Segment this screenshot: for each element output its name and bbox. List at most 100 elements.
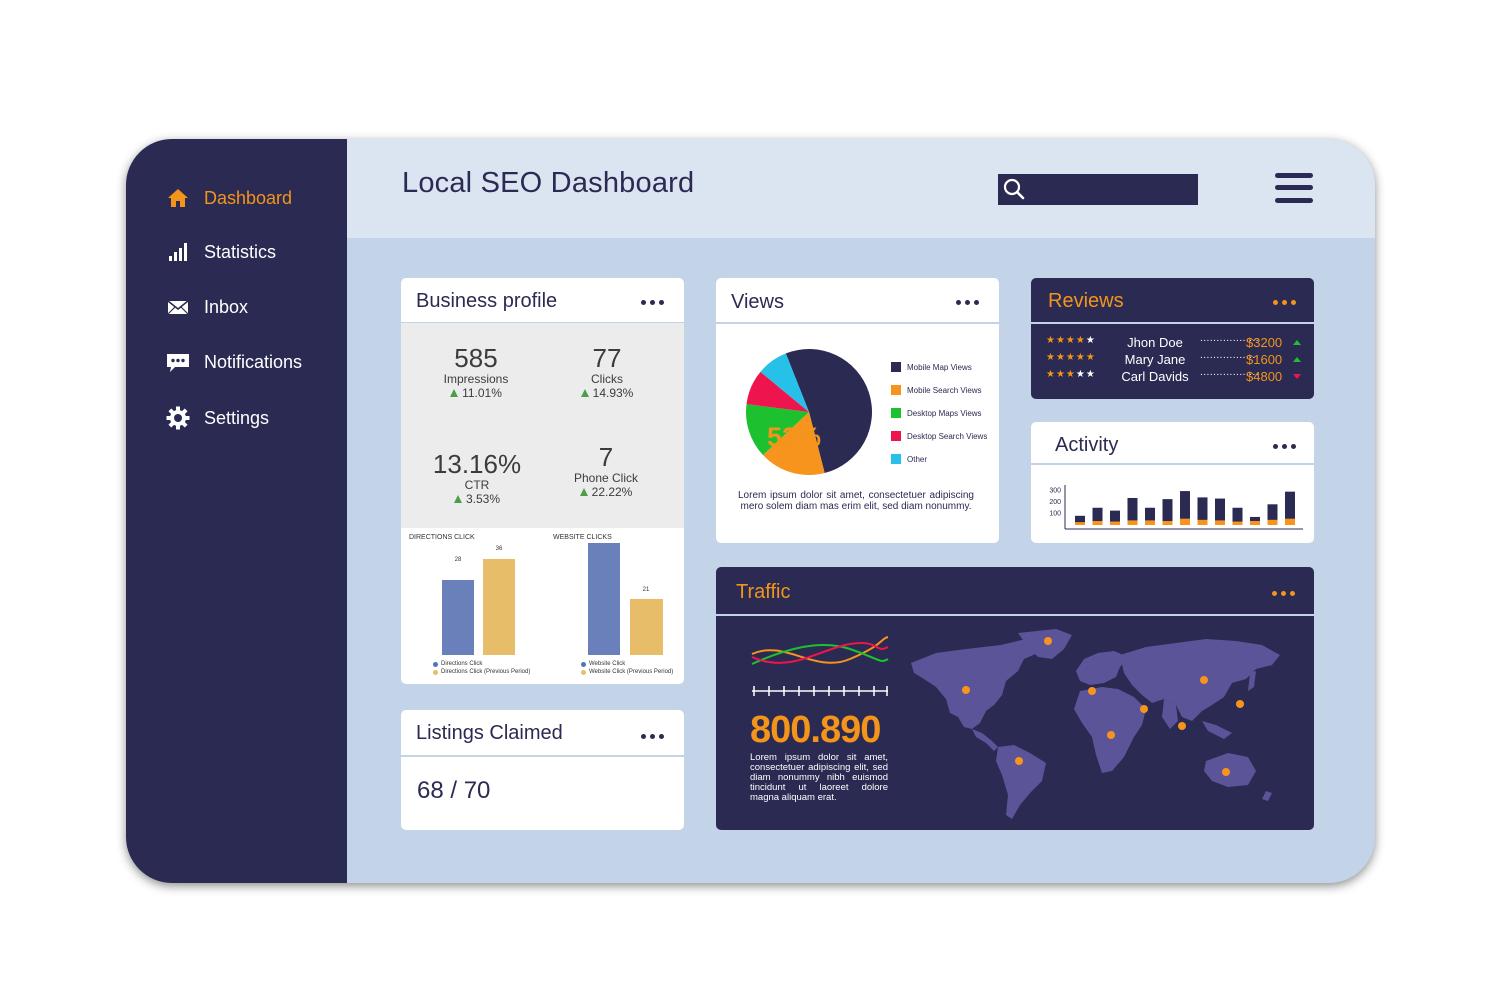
legend-item: Website Click (Previous Period)	[581, 669, 673, 675]
stat-ctr: 13.16% CTR 3.53%	[412, 450, 542, 506]
listings-value: 68 / 70	[417, 777, 491, 804]
sidebar: Dashboard Statistics Inbox Notifications	[126, 139, 347, 883]
reviews-card: Reviews ★★★★★ Jhon Doe .................…	[1031, 278, 1314, 399]
activity-bar-secondary	[1092, 520, 1103, 525]
bar-label: 28	[454, 557, 462, 563]
sidebar-item-label: Notifications	[204, 351, 303, 372]
stat-change-value: 3.53%	[465, 492, 501, 506]
activity-bar	[1110, 510, 1120, 525]
signal-bars-icon	[166, 240, 190, 264]
more-options-icon[interactable]	[1273, 300, 1296, 305]
card-header: Listings Claimed	[401, 710, 684, 757]
traffic-line-chart	[751, 636, 889, 696]
stat-phone-click: 7 Phone Click 22.22%	[541, 443, 671, 499]
legend-item: Desktop Maps Views	[891, 408, 982, 418]
review-amount: $1600	[1246, 352, 1283, 367]
legend-item: Directions Click	[433, 661, 482, 667]
y-tick-label: 300	[1049, 488, 1061, 495]
legend-label: Desktop Search Views	[907, 431, 988, 441]
activity-bar-secondary	[1267, 519, 1278, 525]
dotted-leader: ..................	[1200, 350, 1260, 361]
bar-label: 36	[495, 546, 503, 552]
dashboard-device-frame: Dashboard Statistics Inbox Notifications	[126, 139, 1375, 883]
sidebar-item-statistics[interactable]: Statistics	[166, 237, 276, 267]
stat-label: Phone Click	[573, 471, 639, 485]
sidebar-item-settings[interactable]: Settings	[166, 403, 269, 433]
review-amount: $4800	[1246, 369, 1283, 384]
activity-bar	[1232, 507, 1243, 525]
pie-center-label: 52%	[767, 422, 822, 452]
directions-previous-bar	[483, 559, 515, 655]
world-map	[911, 629, 1280, 819]
views-description: Lorem ipsum dolor sit amet, consectetuer…	[738, 490, 974, 512]
stat-impressions: 585 Impressions 11.01%	[411, 344, 541, 400]
activity-bar	[1075, 515, 1085, 525]
stat-change-value: 11.01%	[462, 386, 502, 400]
activity-bar-secondary	[1145, 520, 1155, 525]
rating-stars-icon: ★★★★★	[1046, 352, 1096, 363]
more-options-icon[interactable]	[956, 300, 979, 305]
stat-value: 77	[592, 343, 622, 373]
more-options-icon[interactable]	[641, 734, 664, 739]
directions-current-bar	[442, 580, 474, 655]
legend-label: Other	[907, 454, 928, 464]
home-icon	[166, 186, 190, 210]
card-title: Reviews	[1048, 290, 1124, 312]
y-tick-label: 200	[1049, 499, 1061, 506]
rating-stars-icon: ★★★★★	[1046, 335, 1096, 346]
search-input[interactable]	[998, 174, 1198, 205]
legend-label: Mobile Map Views	[907, 362, 972, 372]
views-pie-chart	[746, 349, 872, 475]
website-chart-title: WEBSITE CLICKS	[553, 534, 612, 541]
activity-bar	[1285, 491, 1295, 525]
legend-label: Directions Click (Previous Period)	[441, 669, 531, 675]
pie-slice	[760, 353, 809, 412]
activity-bar	[1092, 507, 1103, 525]
stat-label: Clicks	[591, 372, 623, 386]
sidebar-item-notifications[interactable]: Notifications	[166, 347, 302, 377]
legend-label: Mobile Search Views	[907, 385, 982, 395]
activity-bar	[1145, 507, 1155, 525]
reviewer-name: Mary Jane	[1124, 352, 1186, 367]
activity-bar	[1267, 504, 1278, 525]
card-title: Listings Claimed	[416, 722, 563, 744]
dotted-leader: ..................	[1200, 367, 1260, 378]
hamburger-menu-icon[interactable]	[1275, 173, 1315, 205]
stat-label: CTR	[464, 478, 490, 492]
more-options-icon[interactable]	[641, 300, 664, 305]
chat-bubble-icon	[166, 350, 190, 374]
legend-item: Directions Click (Previous Period)	[433, 669, 530, 675]
reviewer-name: Jhon Doe	[1127, 335, 1183, 350]
directions-chart-title: DIRECTIONS CLICK	[409, 534, 475, 541]
up-arrow-icon	[579, 488, 588, 496]
legend-label: Directions Click	[441, 661, 483, 667]
sidebar-item-dashboard[interactable]: Dashboard	[166, 183, 292, 213]
activity-bar	[1162, 499, 1173, 525]
legend-label: Website Click	[589, 661, 626, 667]
card-header: Reviews	[1031, 278, 1314, 324]
activity-bar-secondary	[1162, 520, 1173, 525]
legend-label: Website Click (Previous Period)	[589, 669, 674, 675]
top-bar: Local SEO Dashboard	[347, 139, 1375, 238]
business-profile-card: Business profile 585 Impressions 11.01% …	[401, 278, 684, 684]
stat-change-value: 22.22%	[591, 485, 633, 499]
sidebar-item-inbox[interactable]: Inbox	[166, 292, 248, 322]
activity-bar-secondary	[1075, 522, 1085, 525]
activity-bar-secondary	[1110, 521, 1120, 525]
activity-bar	[1127, 497, 1138, 525]
stat-change: 11.01%	[411, 386, 541, 400]
traffic-value: 800.890	[750, 709, 881, 751]
rating-stars-icon: ★★★★★	[1046, 369, 1096, 380]
traffic-description: Lorem ipsum dolor sit amet, consectetuer…	[750, 752, 888, 803]
more-options-icon[interactable]	[1272, 591, 1295, 596]
more-options-icon[interactable]	[1273, 444, 1296, 449]
reviewer-name: Carl Davids	[1121, 369, 1189, 384]
legend-item: Website Click	[581, 661, 625, 667]
card-title: Traffic	[736, 581, 791, 603]
bar-label: 21	[642, 587, 650, 593]
traffic-card: Traffic 800.890 Lorem ipsum dolor sit am…	[716, 567, 1314, 830]
dotted-leader: ..................	[1200, 333, 1260, 344]
card-title: Business profile	[416, 290, 558, 312]
sidebar-item-label: Settings	[204, 407, 270, 428]
review-amount: $3200	[1246, 335, 1283, 350]
